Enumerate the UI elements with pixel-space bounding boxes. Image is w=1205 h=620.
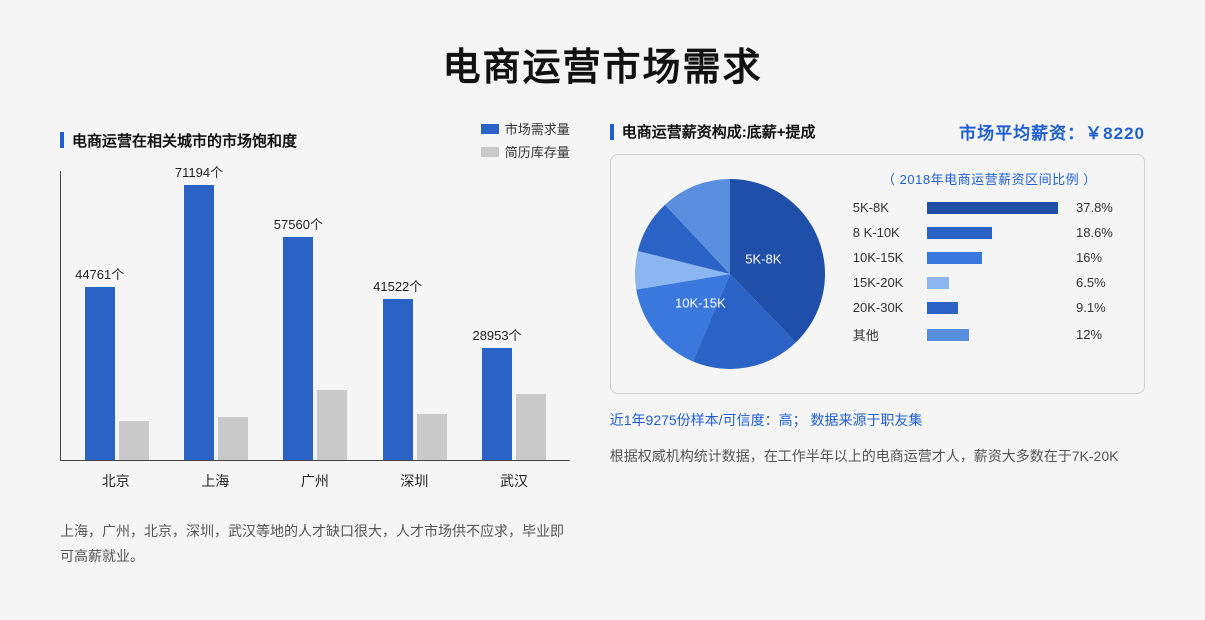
dist-row: 10K-15K 16%: [853, 250, 1126, 265]
pie-slice-label: 10K-15K: [675, 296, 726, 311]
demand-bar: 41522个: [383, 299, 413, 460]
dist-row: 20K-30K 9.1%: [853, 300, 1126, 315]
dist-bar-track: [927, 227, 1066, 239]
pie-chart: 5K-8K 10K-15K: [625, 169, 835, 379]
demand-bar: 71194个: [184, 185, 214, 460]
dist-pct-label: 16%: [1076, 250, 1126, 265]
demand-bar: 57560个: [283, 237, 313, 460]
demand-bar-label: 71194个: [175, 162, 223, 181]
distribution-list: （ 2018年电商运营薪资区间比例 ） 5K-8K 37.8% 8 K-10K 18…: [853, 169, 1126, 354]
dist-pct-label: 37.8%: [1076, 200, 1126, 215]
pie-slice-label: 5K-8K: [745, 252, 781, 267]
right-section-title: 电商运营薪资构成:底薪+提成: [610, 121, 816, 142]
right-section-header: 电商运营薪资构成:底薪+提成 市场平均薪资：￥8220: [610, 119, 1145, 144]
bar-wrap: 71194个: [184, 171, 248, 460]
demand-bar: 28953个: [482, 348, 512, 460]
bar-area: 44761个 71194个 57560个 41522个 28953个: [61, 171, 570, 460]
bar-wrap: 57560个: [283, 171, 347, 460]
dist-row: 5K-8K 37.8%: [853, 200, 1126, 215]
source-line: 近1年9275份样本/可信度：高； 数据来源于职友集: [610, 410, 1145, 430]
distribution-title: （ 2018年电商运营薪资区间比例 ）: [853, 169, 1126, 188]
right-column: 电商运营薪资构成:底薪+提成 市场平均薪资：￥8220 5K-8K 10K-15K…: [610, 119, 1145, 569]
bar-group: 71194个: [166, 171, 265, 460]
stock-bar: [516, 394, 546, 460]
left-column: 电商运营在相关城市的市场饱和度 市场需求量 简历库存量 44761个 71194个…: [60, 119, 570, 569]
bar-wrap: 28953个: [482, 171, 546, 460]
dist-range-label: 10K-15K: [853, 250, 917, 265]
dist-pct-label: 12%: [1076, 327, 1126, 342]
left-section-title: 电商运营在相关城市的市场饱和度: [60, 130, 297, 151]
demand-bar: 44761个: [85, 287, 115, 460]
left-note: 上海，广州，北京，深圳，武汉等地的人才缺口很大，人才市场供不应求，毕业即可高薪就…: [60, 519, 570, 569]
stock-bar: [317, 390, 347, 460]
dist-bar: [927, 202, 1059, 214]
distribution-rows: 5K-8K 37.8% 8 K-10K 18.6% 10K-15K 16% 15K-20K…: [853, 200, 1126, 344]
stock-bar: [218, 417, 248, 460]
dist-range-label: 15K-20K: [853, 275, 917, 290]
xaxis-label: 广州: [265, 471, 365, 491]
bar-group: 28953个: [464, 171, 563, 460]
dist-range-label: 8 K-10K: [853, 225, 917, 240]
demand-bar-label: 44761个: [75, 264, 124, 283]
bar-chart: 44761个 71194个 57560个 41522个 28953个: [60, 171, 570, 461]
dist-bar: [927, 227, 992, 239]
dist-row: 其他 12%: [853, 325, 1126, 344]
dist-bar-track: [927, 329, 1066, 341]
xaxis-label: 武汉: [464, 471, 564, 491]
dist-bar: [927, 302, 959, 314]
stock-bar: [417, 414, 447, 460]
legend-stock-label: 简历库存量: [505, 142, 570, 161]
right-note: 根据权威机构统计数据，在工作半年以上的电商运营才人，薪资大多数在于7K-20K: [610, 444, 1145, 469]
bar-group: 44761个: [67, 171, 166, 460]
legend-stock-swatch: [481, 147, 499, 157]
dist-pct-label: 6.5%: [1076, 275, 1126, 290]
pie-svg: [625, 169, 835, 379]
legend-stock: 简历库存量: [481, 142, 570, 161]
xaxis-label: 上海: [166, 471, 266, 491]
dist-bar-track: [927, 202, 1066, 214]
bar-group: 41522个: [365, 171, 464, 460]
demand-bar-label: 57560个: [274, 214, 323, 233]
left-section-header: 电商运营在相关城市的市场饱和度 市场需求量 简历库存量: [60, 119, 570, 161]
bar-legend: 市场需求量 简历库存量: [481, 119, 570, 161]
demand-bar-label: 28953个: [472, 325, 521, 344]
dist-bar: [927, 277, 950, 289]
dist-pct-label: 18.6%: [1076, 225, 1126, 240]
dist-row: 8 K-10K 18.6%: [853, 225, 1126, 240]
legend-demand-swatch: [481, 124, 499, 134]
dist-bar: [927, 252, 983, 264]
dist-bar-track: [927, 277, 1066, 289]
dist-bar: [927, 329, 969, 341]
bar-xaxis: 北京上海广州深圳武汉: [60, 471, 570, 491]
dist-range-label: 20K-30K: [853, 300, 917, 315]
dist-bar-track: [927, 252, 1066, 264]
dist-range-label: 其他: [853, 325, 917, 344]
stock-bar: [119, 421, 149, 460]
dist-pct-label: 9.1%: [1076, 300, 1126, 315]
demand-bar-label: 41522个: [373, 276, 422, 295]
bar-wrap: 41522个: [383, 171, 447, 460]
xaxis-label: 深圳: [365, 471, 465, 491]
page-title: 电商运营市场需求: [60, 0, 1145, 109]
page: 电商运营市场需求 电商运营在相关城市的市场饱和度 市场需求量 简历库存量: [0, 0, 1205, 620]
pie-panel: 5K-8K 10K-15K （ 2018年电商运营薪资区间比例 ） 5K-8K 37…: [610, 154, 1145, 394]
columns: 电商运营在相关城市的市场饱和度 市场需求量 简历库存量 44761个 71194个…: [60, 119, 1145, 569]
legend-demand: 市场需求量: [481, 119, 570, 138]
dist-row: 15K-20K 6.5%: [853, 275, 1126, 290]
dist-range-label: 5K-8K: [853, 200, 917, 215]
bar-wrap: 44761个: [85, 171, 149, 460]
avg-salary: 市场平均薪资：￥8220: [959, 119, 1145, 144]
dist-bar-track: [927, 302, 1066, 314]
bar-group: 57560个: [266, 171, 365, 460]
legend-demand-label: 市场需求量: [505, 119, 570, 138]
xaxis-label: 北京: [66, 471, 166, 491]
